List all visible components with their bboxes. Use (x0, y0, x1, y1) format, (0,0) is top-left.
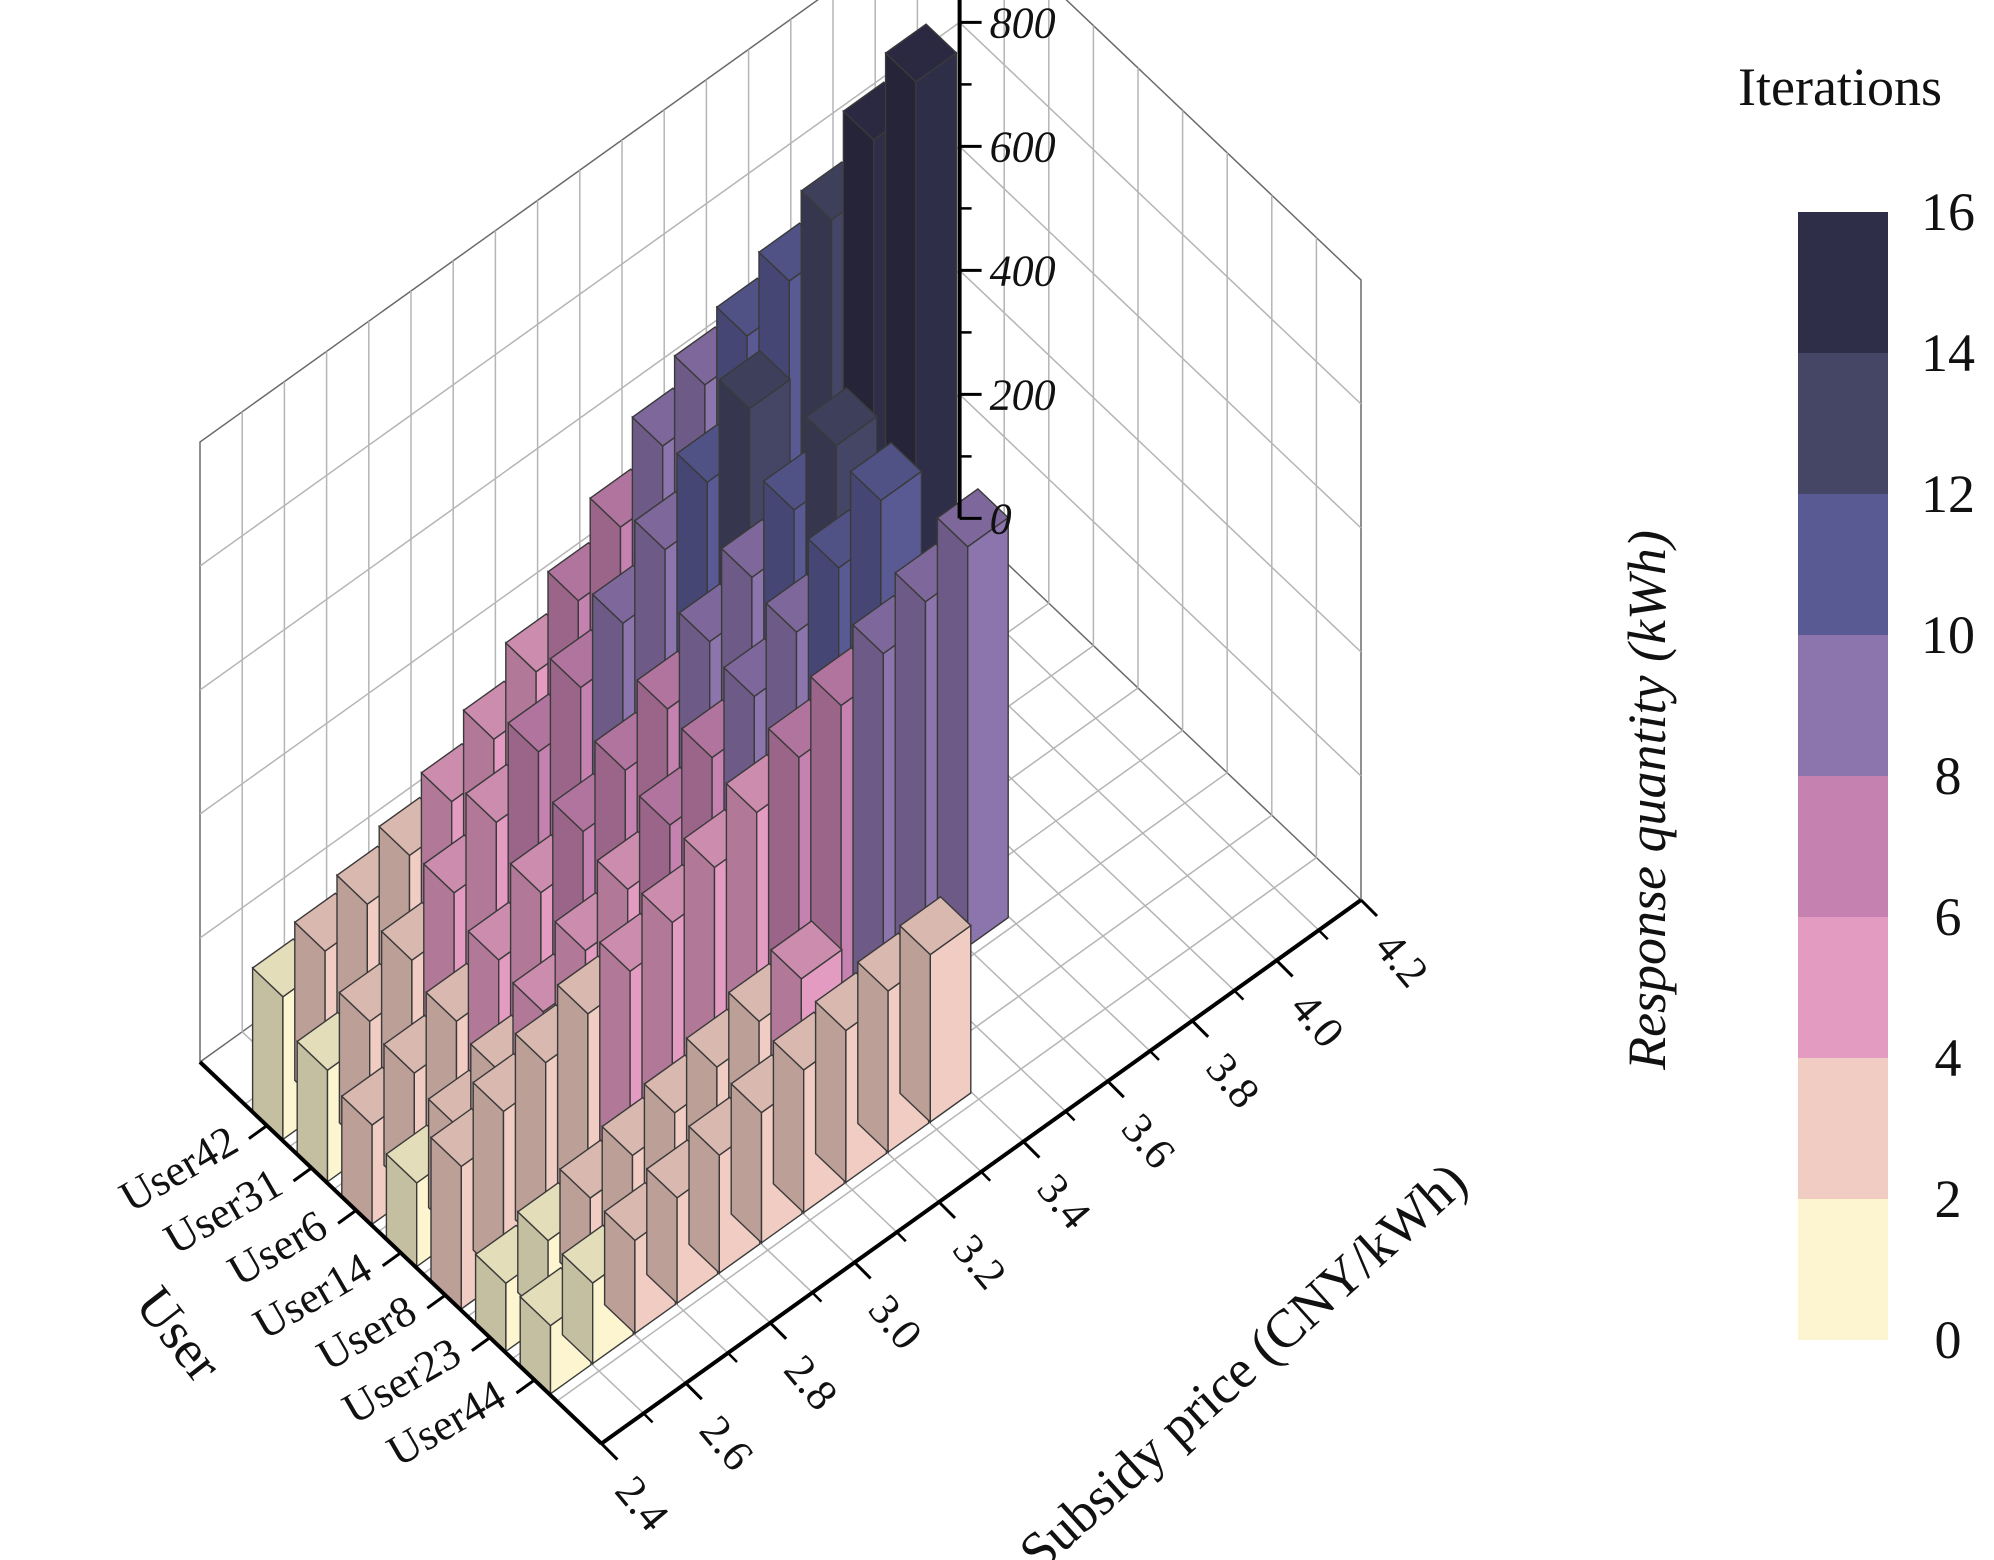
x-tick (1359, 898, 1379, 918)
grid-line (556, 856, 1317, 1402)
y-tick (337, 1209, 357, 1225)
colorbar-tick-label: 2 (1935, 1169, 1962, 1229)
x-tick (1022, 1140, 1041, 1159)
x-tick (1191, 1019, 1210, 1038)
colorbar-segment (1798, 1058, 1888, 1199)
x-minor-tick (1064, 1110, 1076, 1122)
colorbar-tick-label: 16 (1921, 182, 1975, 242)
x-tick-label: 3.2 (943, 1225, 1016, 1299)
x-tick-label: 2.8 (775, 1346, 848, 1420)
z-tick-label: 600 (990, 122, 1056, 171)
y-tick (381, 1251, 402, 1268)
grid-line (959, 393, 1362, 777)
z-tick-label: 200 (990, 370, 1056, 419)
grid-line (959, 269, 1362, 653)
colorbar-tick-label: 0 (1935, 1310, 1962, 1370)
z-tick-label: 800 (990, 0, 1056, 47)
colorbar-segment (1798, 776, 1888, 917)
bar (898, 895, 972, 1124)
z-tick-label: 400 (990, 246, 1056, 295)
x-tick (1275, 959, 1294, 978)
x-minor-tick (727, 1352, 738, 1363)
y-tick (515, 1378, 536, 1395)
x-minor-tick (642, 1412, 654, 1424)
colorbar-title: Iterations (1738, 57, 1942, 117)
x-minor-tick (1233, 989, 1245, 1001)
x-minor-tick (811, 1291, 823, 1303)
colorbar-segment (1798, 353, 1888, 494)
y-tick (426, 1293, 447, 1310)
colorbar-segment (1798, 494, 1888, 635)
x-tick-label: 4.2 (1365, 923, 1438, 997)
x-tick (769, 1321, 788, 1340)
colorbar-segment (1798, 635, 1888, 776)
x-tick (1106, 1080, 1125, 1099)
x-tick-label: 3.0 (859, 1285, 932, 1359)
bar (936, 487, 1010, 949)
x-tick-label: 2.4 (606, 1467, 679, 1541)
x-tick-label: 3.4 (1028, 1165, 1101, 1239)
x-tick (600, 1442, 619, 1461)
x-tick-label: 4.0 (1281, 983, 1354, 1057)
colorbar-tick-label: 4 (1935, 1028, 1962, 1088)
y-tick (292, 1166, 313, 1183)
colorbar-segment (1798, 917, 1888, 1058)
colorbar-tick-label: 10 (1921, 605, 1975, 665)
x-minor-tick (1149, 1050, 1160, 1061)
chart-bars (251, 23, 1010, 1396)
z-axis-title: Response quantity (kWh) (1617, 530, 1677, 1071)
colorbar-tick-label: 8 (1935, 746, 1962, 806)
y-tick (471, 1336, 491, 1352)
colorbar-tick-label: 6 (1935, 887, 1962, 947)
colorbar-segment (1798, 1199, 1888, 1340)
colorbar-segment (1798, 212, 1888, 353)
colorbar-tick-label: 12 (1921, 464, 1975, 524)
x-tick (937, 1200, 957, 1220)
colorbar-tick-label: 14 (1921, 323, 1975, 383)
x-tick-label: 3.6 (1112, 1104, 1185, 1178)
colorbar: 0 2 4 6 8 10 12 14 16 (1798, 182, 1975, 1370)
x-tick-label: 2.6 (690, 1406, 763, 1480)
y-tick (248, 1124, 268, 1140)
x-minor-tick (1317, 929, 1329, 941)
z-tick-label: 0 (990, 494, 1012, 543)
x-tick (853, 1261, 872, 1280)
x-tick (684, 1382, 703, 1401)
x-minor-tick (980, 1170, 992, 1182)
grid-line (199, 21, 961, 567)
y-axis-title: User (124, 1275, 234, 1392)
grid-line (959, 145, 1362, 529)
x-minor-tick (895, 1231, 907, 1243)
x-tick-label: 3.8 (1197, 1044, 1270, 1118)
grid-line (959, 21, 1362, 405)
